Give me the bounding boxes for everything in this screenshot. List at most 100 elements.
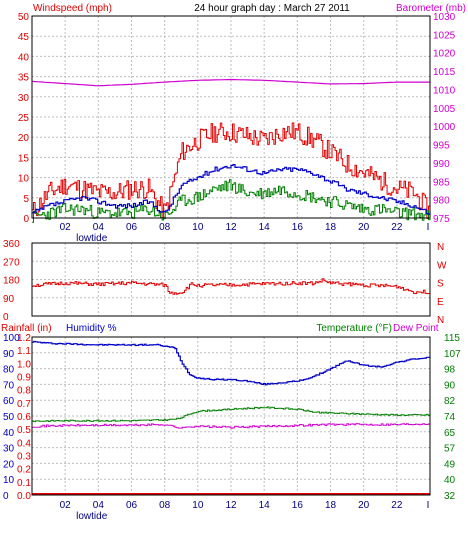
humidity-hour-label-12: 12	[225, 500, 237, 511]
rainfall-axis-title: Rainfall (in)	[1, 323, 52, 334]
barometer-axis-title: Barometer (mb)	[396, 3, 466, 14]
compass-letter-4: N	[437, 315, 444, 326]
barometer-tick-label-1005: 1005	[433, 104, 456, 115]
temperature-tick-label-98: 98	[444, 365, 456, 376]
barometer-tick-label-1015: 1015	[433, 67, 456, 78]
temperature-tick-label-90: 90	[444, 380, 456, 391]
lowtide-label-bottom: lowtide	[76, 511, 108, 522]
wind-tick-label-20: 20	[18, 133, 30, 144]
humidity-hour-label-16: 16	[292, 500, 304, 511]
humidity-hour-label-08: 08	[159, 500, 171, 511]
rainfall-tick-label-12: 1.2	[17, 333, 31, 344]
humidity-tick-label-40: 40	[3, 428, 15, 439]
wind-direction-line	[32, 278, 431, 295]
wind-hour-label-12: 12	[225, 222, 237, 233]
humidity-line	[32, 340, 431, 386]
wind-tick-label-10: 10	[18, 174, 30, 185]
wind-panel-tick-labels: 0510152025303540455097598098599099510001…	[18, 12, 456, 244]
rainfall-tick-label-1: 0.1	[17, 478, 31, 489]
temperature-tick-label-49: 49	[444, 459, 456, 470]
barometer-line	[31, 78, 430, 87]
humidity-tick-label-70: 70	[3, 380, 15, 391]
rainfall-tick-label-6: 0.6	[17, 412, 31, 423]
wind-tick-label-45: 45	[18, 32, 30, 43]
humidity-hour-label-02: 02	[60, 500, 72, 511]
wind-hour-label-04: 04	[93, 222, 105, 233]
temperature-tick-label-74: 74	[444, 412, 456, 423]
dewpoint-line	[32, 422, 431, 429]
wind-tick-label-15: 15	[18, 153, 30, 164]
compass-letter-2: S	[437, 279, 444, 290]
humidity-tick-label-0: 0	[3, 491, 9, 502]
rainfall-tick-label-9: 0.9	[17, 373, 31, 384]
humidity-panel-tick-labels: 0 10 20 30 40 50 60 70 80 90 100 0.0 0.1 0.2 0.3 0.4 0.5…	[3, 333, 461, 522]
temperature-axis-title: Temperature (°F)	[316, 323, 392, 334]
wind-hour-label-18: 18	[325, 222, 337, 233]
barometer-tick-label-995: 995	[433, 141, 450, 152]
wind-hour-label-22: 22	[391, 222, 403, 233]
wind-panel-grid	[32, 15, 430, 219]
humidity-tick-label-60: 60	[3, 396, 15, 407]
direction-panel-frame	[31, 242, 431, 317]
wind-hour-label-06: 06	[126, 222, 138, 233]
temperature-tick-label-82: 82	[444, 396, 456, 407]
humidity-panel-frame	[31, 336, 431, 496]
wind-tick-label-40: 40	[18, 52, 30, 63]
direction-tick-label-360: 360	[3, 239, 20, 250]
humidity-hour-label-04: 04	[93, 500, 105, 511]
rainfall-tick-label-0: 0.0	[17, 491, 31, 502]
direction-panel-grid	[32, 242, 430, 317]
barometer-tick-label-975: 975	[433, 214, 450, 225]
barometer-tick-label-990: 990	[433, 159, 450, 170]
temperature-tick-label-32: 32	[444, 491, 456, 502]
compass-letter-1: W	[437, 260, 447, 271]
wind-panel-series	[31, 78, 431, 223]
wind-panel-frame	[31, 15, 431, 219]
wind-hour-label-10: 10	[192, 222, 204, 233]
humidity-tick-label-10: 10	[3, 475, 15, 486]
humidity-tick-label-50: 50	[3, 412, 15, 423]
lowtide-label: lowtide	[76, 233, 108, 244]
barometer-tick-label-985: 985	[433, 177, 450, 188]
rainfall-tick-label-2: 0.2	[17, 465, 31, 476]
wind-tick-label-35: 35	[18, 73, 30, 84]
humidity-panel-series	[32, 340, 431, 495]
wind-average-line	[32, 164, 431, 215]
temperature-tick-label-115: 115	[444, 333, 460, 344]
humidity-hour-label-22: 22	[391, 500, 403, 511]
wind-low-line	[32, 179, 431, 223]
direction-tick-label-180: 180	[3, 276, 20, 287]
windspeed-axis-title: Windspeed (mph)	[33, 3, 112, 14]
rainfall-tick-label-8: 0.8	[17, 386, 31, 397]
graph-title: 24 hour graph day : March 27 2011	[194, 3, 350, 14]
temperature-tick-label-107: 107	[444, 349, 461, 360]
humidity-hour-label-14: 14	[259, 500, 271, 511]
temperature-line	[32, 406, 431, 423]
humidity-axis-title: Humidity %	[66, 323, 117, 334]
wind-tick-label-25: 25	[18, 113, 30, 124]
humidity-hour-label-18: 18	[325, 500, 337, 511]
barometer-tick-label-1000: 1000	[433, 122, 456, 133]
temperature-tick-label-57: 57	[444, 444, 456, 455]
barometer-tick-label-1010: 1010	[433, 85, 456, 96]
humidity-tick-label-80: 80	[3, 365, 15, 376]
rainfall-tick-label-7: 0.7	[17, 399, 31, 410]
rainfall-tick-label-5: 0.5	[17, 425, 31, 436]
wind-gust-line	[32, 122, 431, 219]
rainfall-tick-label-11: 1.1	[17, 346, 31, 357]
barometer-tick-label-1020: 1020	[433, 49, 456, 60]
humidity-hour-label-06: 06	[126, 500, 138, 511]
tide-marker-label: I	[427, 222, 430, 233]
rainfall-tick-label-4: 0.4	[17, 438, 31, 449]
tide-marker-label-bottom: I	[427, 500, 430, 511]
wind-hour-label-02: 02	[60, 222, 72, 233]
barometer-tick-label-1025: 1025	[433, 30, 456, 41]
wind-tick-label-50: 50	[18, 12, 30, 23]
humidity-tick-label-30: 30	[3, 444, 15, 455]
compass-letter-0: N	[437, 242, 444, 253]
humidity-tick-label-100: 100	[3, 333, 20, 344]
rainfall-tick-label-3: 0.3	[17, 452, 31, 463]
direction-tick-label-0: 0	[3, 312, 9, 323]
